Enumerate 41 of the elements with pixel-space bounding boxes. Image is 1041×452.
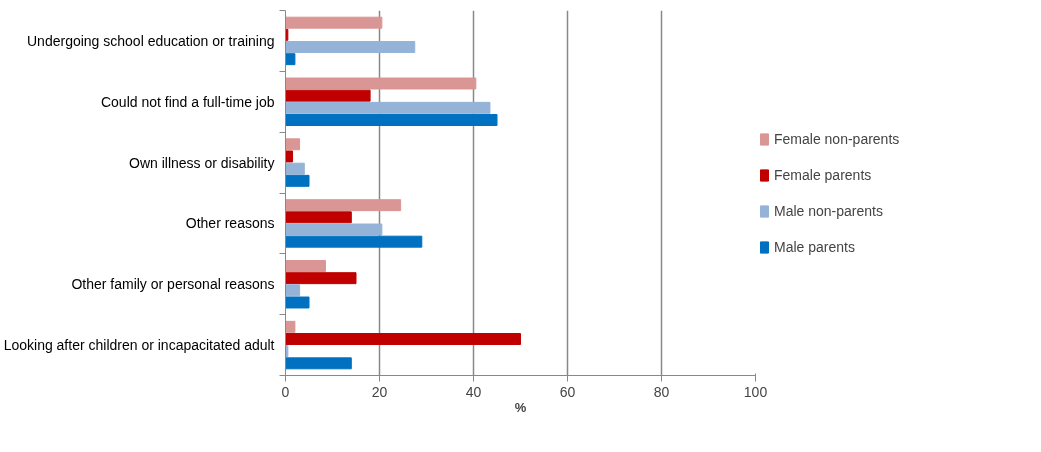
bar [285,16,383,29]
bar [285,296,310,309]
bar [285,357,352,370]
bar [285,162,305,175]
legend-label: Male non-parents [774,202,883,219]
x-tick-label: 100 [743,383,768,400]
bar [285,320,296,333]
bar [285,199,402,212]
bar [285,89,371,102]
bar [285,41,416,53]
bar [285,101,491,114]
bar [285,333,521,345]
legend-label: Female non-parents [774,130,900,147]
x-tick-label: 20 [371,383,388,400]
x-tick-label: 80 [653,383,670,400]
bar [285,345,289,358]
bar [285,223,383,236]
bar [285,235,423,248]
bar [285,272,357,285]
y-tick-label: Could not find a full-time job [100,93,275,110]
y-tick-label: Other reasons [185,215,275,232]
x-tick-label: 60 [559,383,576,400]
bar [285,211,352,224]
x-axis-title: % [514,399,527,415]
bar [285,260,326,272]
y-tick-label: Looking after children or incapacitated adult [3,337,275,354]
y-tick-label: Undergoing school education or training [27,32,275,49]
y-tick-label: Other family or personal reasons [71,276,275,293]
bar [285,174,310,187]
legend-label: Female parents [774,166,872,183]
bar [285,138,301,151]
bar [285,114,498,126]
y-tick-label: Own illness or disability [129,154,275,171]
bar [285,77,477,90]
bar [285,284,301,297]
bar [285,150,294,163]
x-tick-label: 0 [281,383,290,400]
bar [285,28,289,41]
bar [285,53,296,66]
legend-label: Male parents [774,238,855,255]
x-tick-label: 40 [465,383,482,400]
